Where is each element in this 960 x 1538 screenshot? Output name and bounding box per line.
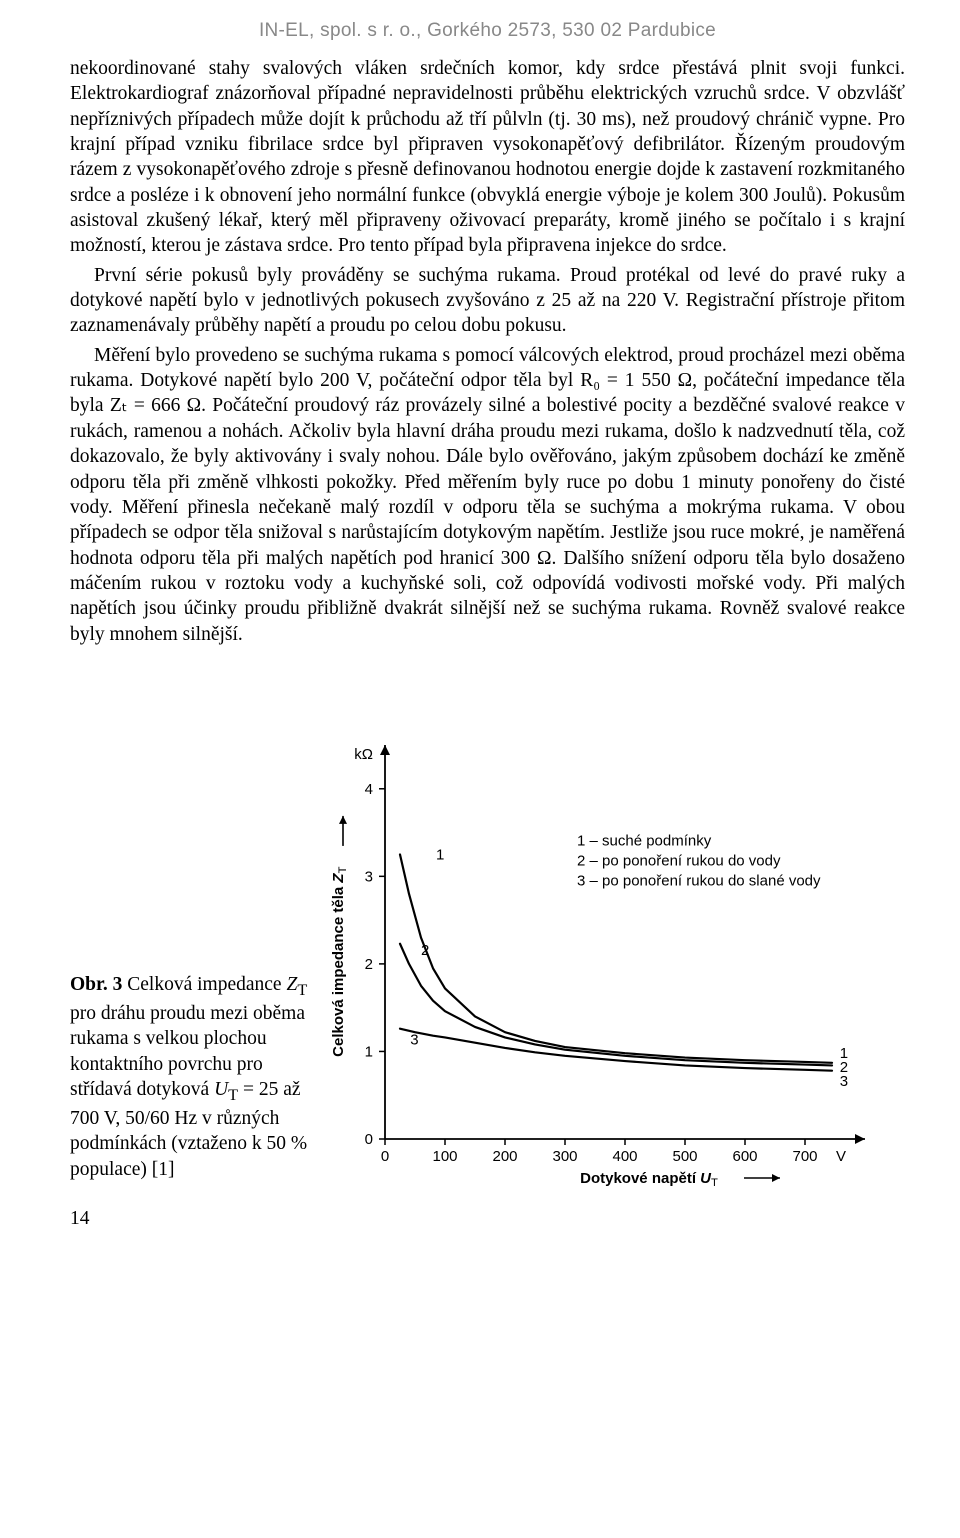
svg-text:300: 300 — [552, 1148, 577, 1165]
svg-text:kΩ: kΩ — [354, 746, 373, 763]
paragraph-1: nekoordinované stahy svalových vláken sr… — [70, 56, 905, 259]
svg-text:100: 100 — [432, 1148, 457, 1165]
paragraph-3: Měření bylo provedeno se suchýma rukama … — [70, 343, 905, 647]
svg-text:2: 2 — [421, 942, 429, 959]
svg-text:700: 700 — [792, 1148, 817, 1165]
page-header: IN-EL, spol. s r. o., Gorkého 2573, 530 … — [70, 20, 905, 42]
page-number: 14 — [70, 1208, 905, 1230]
svg-text:3: 3 — [840, 1073, 848, 1090]
figure-caption-var2-sub: T — [228, 1086, 238, 1104]
svg-text:0: 0 — [365, 1131, 373, 1148]
figure-caption: Obr. 3 Celková impedance ZT pro dráhu pr… — [70, 972, 325, 1202]
svg-text:600: 600 — [732, 1148, 757, 1165]
svg-text:V: V — [836, 1148, 846, 1165]
svg-text:4: 4 — [365, 781, 373, 798]
svg-text:Dotykové napětí UT: Dotykové napětí UT — [580, 1170, 718, 1189]
figure-caption-var1: Z — [286, 974, 297, 995]
figure-block: Obr. 3 Celková impedance ZT pro dráhu pr… — [70, 727, 905, 1202]
svg-text:2 – po ponoření rukou do vody: 2 – po ponoření rukou do vody — [577, 853, 781, 870]
svg-text:500: 500 — [672, 1148, 697, 1165]
svg-text:2: 2 — [365, 956, 373, 973]
svg-text:400: 400 — [612, 1148, 637, 1165]
svg-text:200: 200 — [492, 1148, 517, 1165]
svg-text:1: 1 — [436, 847, 444, 864]
body-text: nekoordinované stahy svalových vláken sr… — [70, 56, 905, 647]
svg-text:3: 3 — [410, 1031, 418, 1048]
figure-caption-prefix: Obr. 3 — [70, 974, 122, 995]
figure-graphic: 0 100 200 300 400 500 600 700 V 0 1 2 3 4 kΩ Dotykové n… — [325, 727, 905, 1202]
svg-text:3 – po ponoření rukou do slané: 3 – po ponoření rukou do slané vody — [577, 873, 821, 890]
svg-text:3: 3 — [365, 868, 373, 885]
page: IN-EL, spol. s r. o., Gorkého 2573, 530 … — [0, 0, 960, 1260]
svg-text:1 – suché podmínky: 1 – suché podmínky — [577, 833, 712, 850]
figure-caption-body-a: Celková impedance — [122, 974, 286, 995]
svg-text:0: 0 — [381, 1148, 389, 1165]
paragraph-2: První série pokusů byly prováděny se suc… — [70, 263, 905, 339]
svg-text:1: 1 — [365, 1043, 373, 1060]
svg-text:Celková impedance těla ZT: Celková impedance těla ZT — [330, 866, 349, 1056]
figure-caption-var2: U — [214, 1079, 228, 1100]
impedance-chart: 0 100 200 300 400 500 600 700 V 0 1 2 3 4 kΩ Dotykové n… — [325, 727, 905, 1197]
figure-caption-var1-sub: T — [297, 981, 307, 999]
